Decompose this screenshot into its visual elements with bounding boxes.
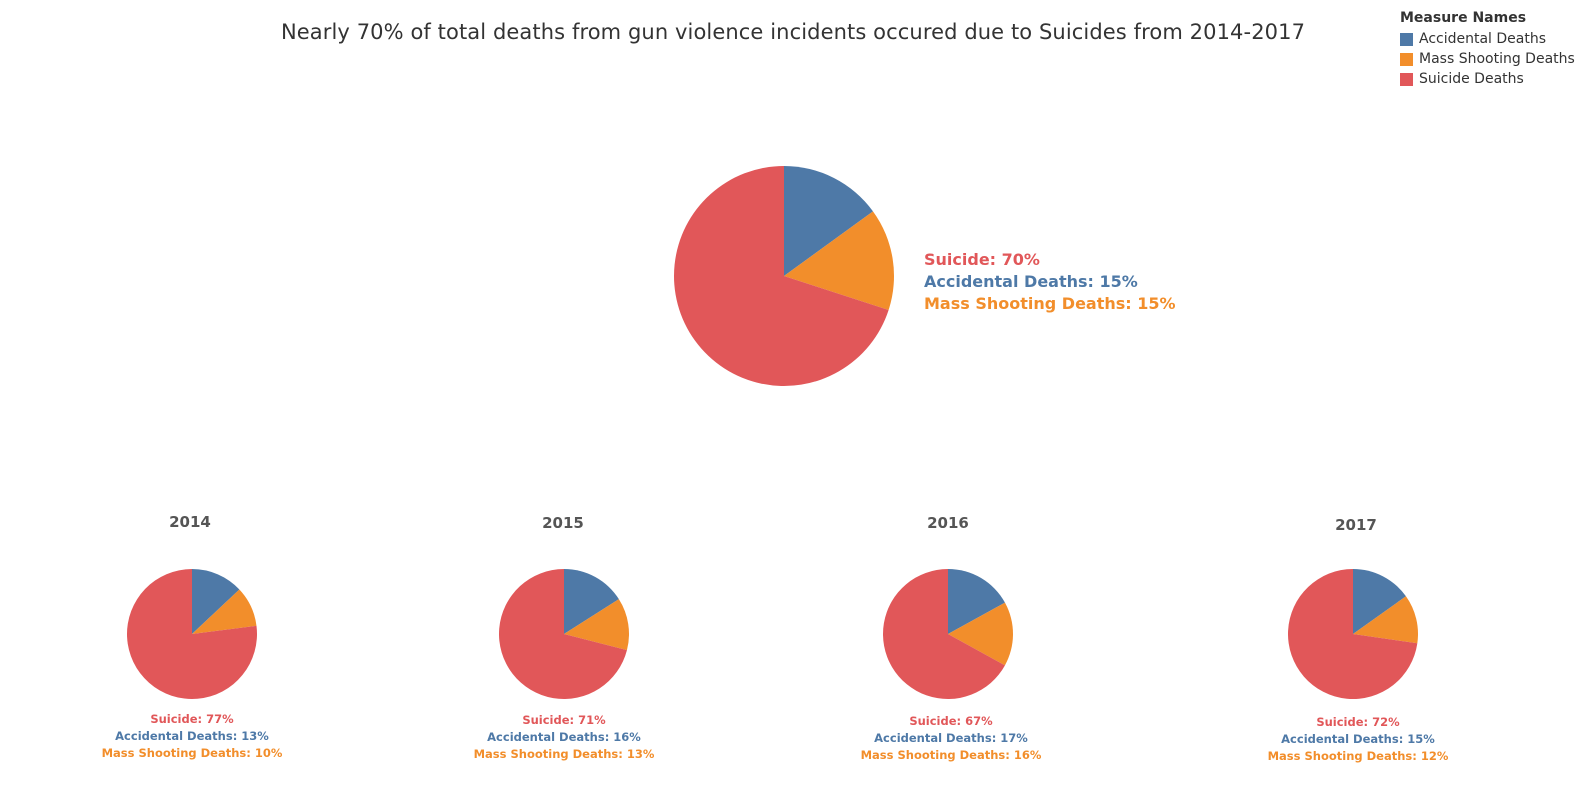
pie-2016-slice-suicide[interactable] <box>883 569 1005 699</box>
pie-2014-slice-suicide[interactable] <box>127 569 257 699</box>
pie-2016-slice-accidental[interactable] <box>948 569 1005 634</box>
pie-main-slice-mass-shooting[interactable] <box>784 211 894 310</box>
pie-2017-slice-suicide[interactable] <box>1287 569 1418 699</box>
label-2016-suicide: Suicide: 67% <box>909 714 993 728</box>
legend-swatch-mass-shooting <box>1400 52 1413 66</box>
label-2017-accidental: Accidental Deaths: 15% <box>1281 732 1435 746</box>
legend-item-suicide[interactable]: Suicide Deaths <box>1400 69 1575 89</box>
labels-2016: Suicide: 67% Accidental Deaths: 17% Mass… <box>811 713 1091 764</box>
pie-2017-slice-accidental[interactable] <box>1353 569 1406 634</box>
year-title-2017: 2017 <box>1335 516 1377 534</box>
pie-2015-slice-accidental[interactable] <box>564 569 619 634</box>
legend-item-mass-shooting[interactable]: Mass Shooting Deaths <box>1400 49 1575 69</box>
labels-2014: Suicide: 77% Accidental Deaths: 13% Mass… <box>52 711 332 762</box>
pie-main-slice-suicide[interactable] <box>674 166 889 386</box>
label-2015-accidental: Accidental Deaths: 16% <box>487 730 641 744</box>
label-2015-mass-shooting: Mass Shooting Deaths: 13% <box>473 747 655 761</box>
label-2016-accidental: Accidental Deaths: 17% <box>874 731 1028 745</box>
pie-2015-slice-mass-shooting[interactable] <box>564 599 629 651</box>
year-title-2014: 2014 <box>169 513 211 531</box>
label-2016-mass-shooting: Mass Shooting Deaths: 16% <box>860 748 1042 762</box>
main-label-accidental: Accidental Deaths: 15% <box>924 272 1138 291</box>
legend-title: Measure Names <box>1400 10 1527 26</box>
chart-title: Nearly 70% of total deaths from gun viol… <box>280 20 1306 44</box>
legend-label-mass-shooting: Mass Shooting Deaths <box>1419 51 1575 67</box>
pie-2016-slice-mass-shooting[interactable] <box>948 602 1013 666</box>
main-label-mass-shooting: Mass Shooting Deaths: 15% <box>924 294 1176 313</box>
year-title-2015: 2015 <box>542 514 584 532</box>
legend: Measure Names Accidental Deaths Mass Sho… <box>1400 10 1575 89</box>
label-2017-suicide: Suicide: 72% <box>1316 715 1400 729</box>
label-2014-accidental: Accidental Deaths: 13% <box>115 729 269 743</box>
main-label-suicide: Suicide: 70% <box>924 250 1040 269</box>
legend-label-accidental: Accidental Deaths <box>1419 31 1547 47</box>
pie-2014-slice-mass-shooting[interactable] <box>192 589 257 634</box>
label-2015-suicide: Suicide: 71% <box>522 713 606 727</box>
legend-swatch-accidental <box>1400 32 1413 46</box>
legend-item-accidental[interactable]: Accidental Deaths <box>1400 29 1575 49</box>
label-2014-mass-shooting: Mass Shooting Deaths: 10% <box>101 746 283 760</box>
pie-main-slice-accidental[interactable] <box>784 166 873 276</box>
legend-label-suicide: Suicide Deaths <box>1419 71 1524 87</box>
labels-2017: Suicide: 72% Accidental Deaths: 15% Mass… <box>1218 714 1498 765</box>
legend-swatch-suicide <box>1400 72 1413 86</box>
label-2014-suicide: Suicide: 77% <box>150 712 234 726</box>
label-2017-mass-shooting: Mass Shooting Deaths: 12% <box>1267 749 1449 763</box>
pie-2017-slice-mass-shooting[interactable] <box>1353 596 1418 644</box>
pie-2015-slice-suicide[interactable] <box>498 569 627 700</box>
labels-2015: Suicide: 71% Accidental Deaths: 16% Mass… <box>424 712 704 763</box>
year-title-2016: 2016 <box>927 514 969 532</box>
pie-2014-slice-accidental[interactable] <box>192 569 240 634</box>
